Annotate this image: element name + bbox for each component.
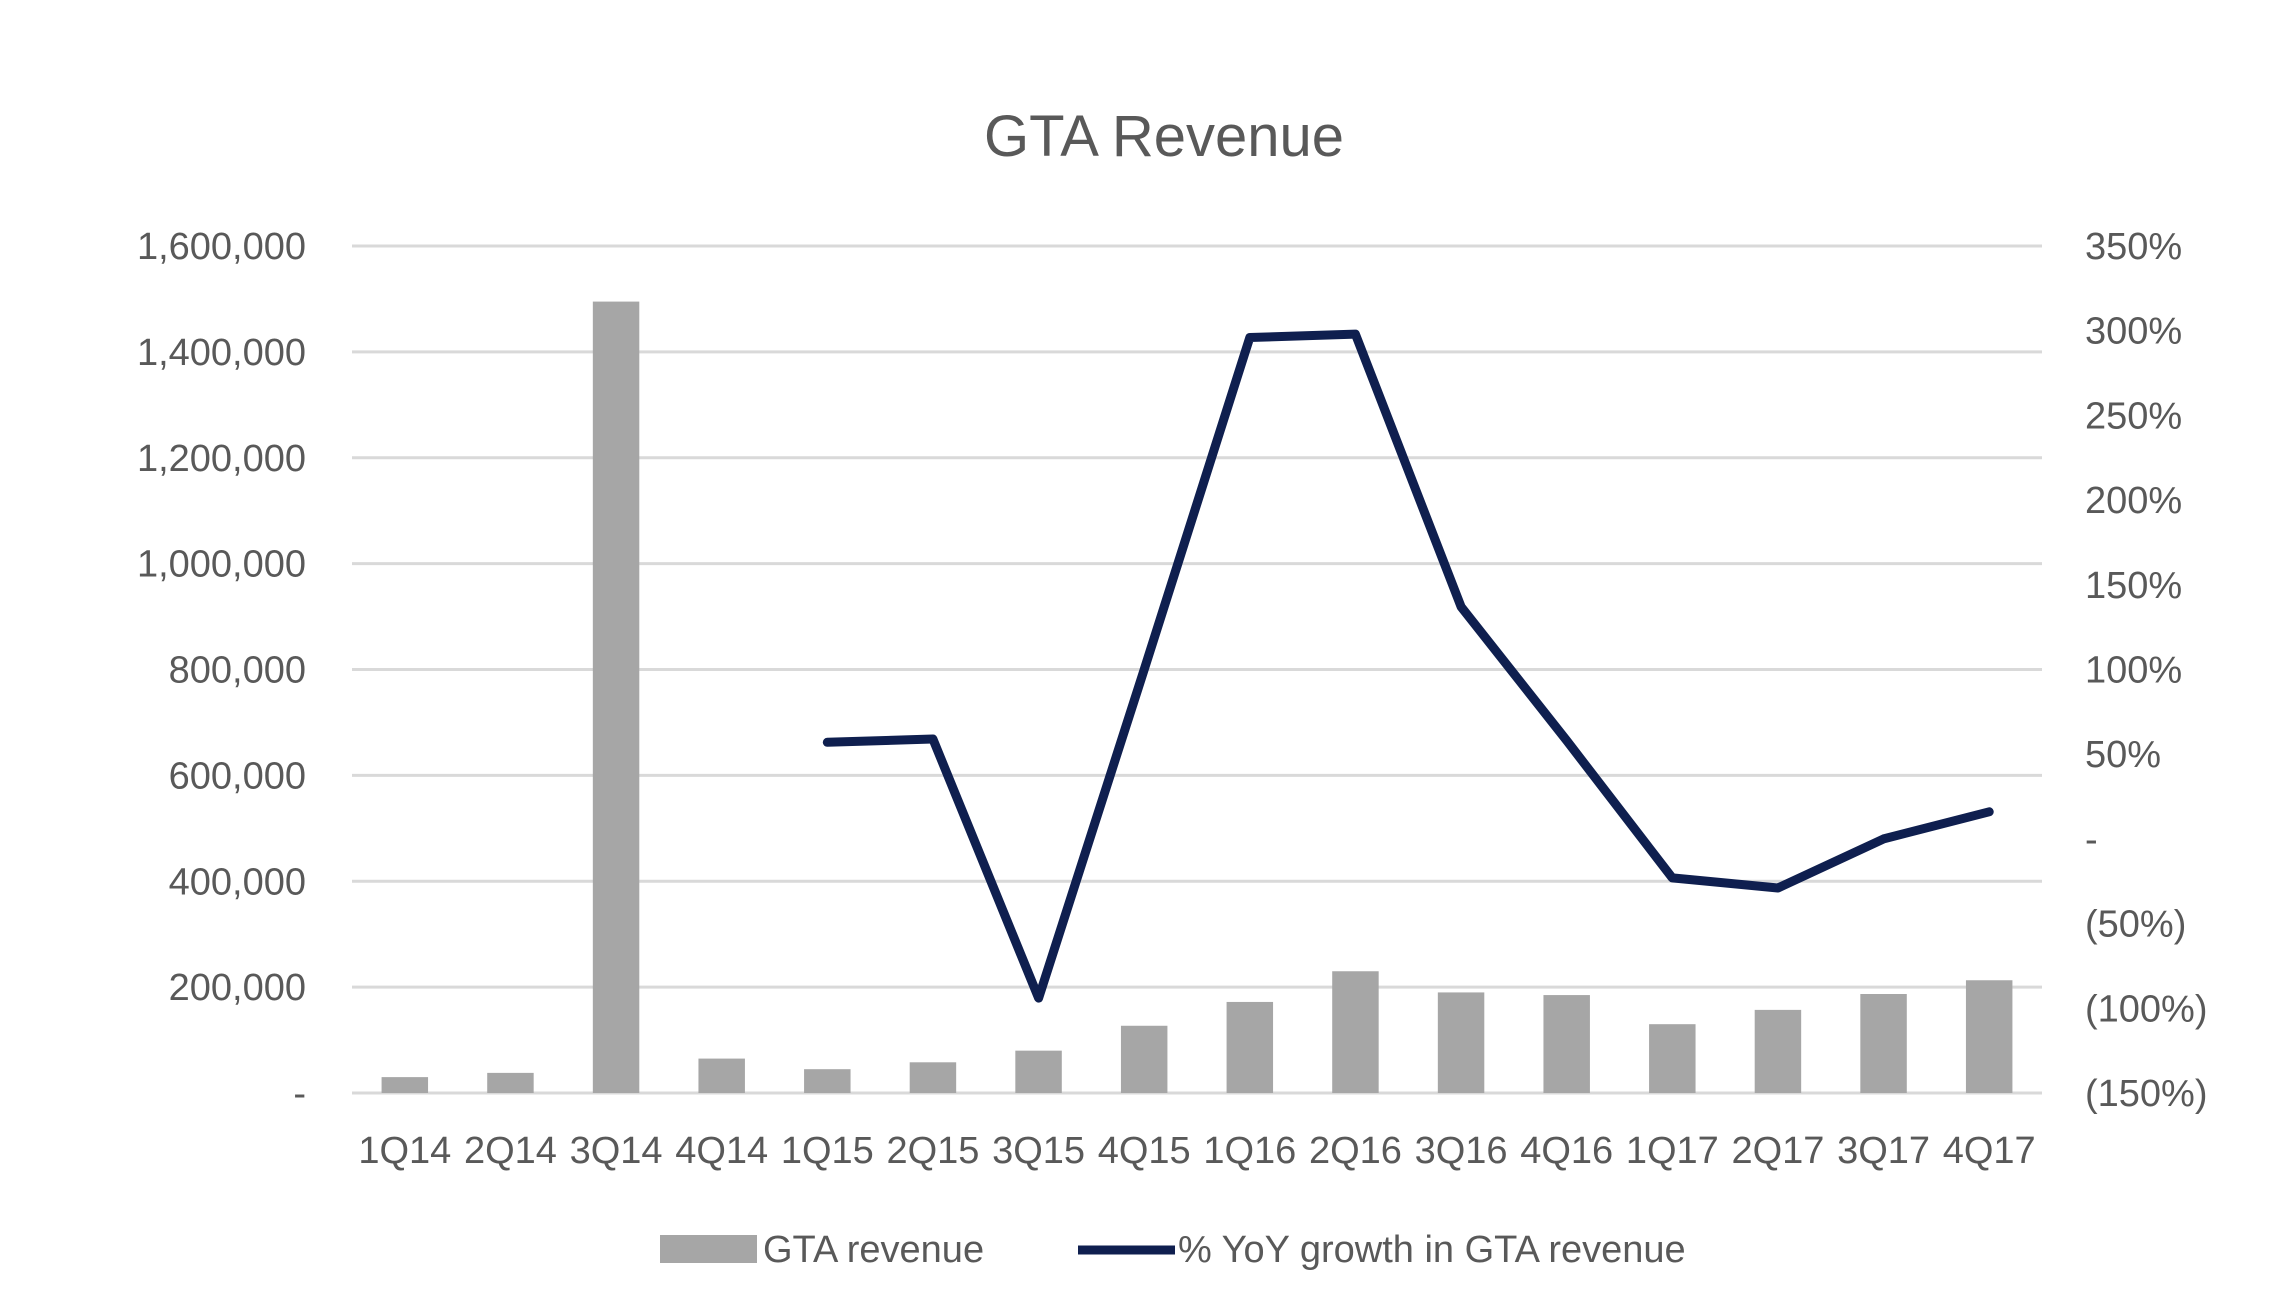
x-tick-label: 1Q14	[358, 1130, 451, 1172]
bar	[487, 1072, 534, 1093]
left-tick-label: -	[293, 1073, 306, 1115]
line-series	[822, 329, 1994, 1003]
bar	[1965, 980, 2013, 1093]
right-tick-label: (150%)	[2085, 1073, 2208, 1115]
bar	[1754, 1009, 1802, 1093]
right-tick-label: (50%)	[2085, 904, 2186, 946]
bar	[592, 301, 640, 1094]
left-tick-label: 600,000	[169, 755, 306, 797]
x-tick-label: 3Q14	[570, 1130, 663, 1172]
x-tick-label: 3Q15	[992, 1130, 1085, 1172]
left-tick-label: 1,400,000	[137, 332, 306, 374]
left-tick-label: 1,000,000	[137, 544, 306, 586]
left-tick-label: 1,200,000	[137, 438, 306, 480]
x-tick-label: 1Q15	[781, 1130, 874, 1172]
right-tick-label: 100%	[2085, 650, 2182, 692]
bar	[1015, 1050, 1062, 1093]
right-tick-label: 300%	[2085, 311, 2182, 353]
bar	[381, 1077, 429, 1093]
bar	[909, 1062, 957, 1093]
right-tick-label: 150%	[2085, 565, 2182, 607]
legend-bar-swatch	[660, 1235, 757, 1263]
chart-title: GTA Revenue	[984, 104, 1344, 169]
bar	[1120, 1025, 1168, 1093]
left-tick-label: 200,000	[169, 967, 306, 1009]
x-tick-label: 2Q16	[1309, 1130, 1402, 1172]
bar	[698, 1058, 745, 1093]
right-tick-label: 250%	[2085, 395, 2182, 437]
right-tick-label: -	[2085, 819, 2098, 861]
right-tick-label: 350%	[2085, 226, 2182, 268]
bar	[1332, 971, 1379, 1093]
legend-bar-label: GTA revenue	[763, 1229, 984, 1271]
bar	[1543, 995, 1590, 1093]
bar	[1437, 992, 1485, 1093]
x-tick-label: 4Q17	[1943, 1130, 2036, 1172]
right-tick-label: (100%)	[2085, 988, 2208, 1030]
x-tick-label: 1Q17	[1626, 1130, 1719, 1172]
bar-series	[381, 301, 2013, 1094]
x-tick-label: 2Q17	[1731, 1130, 1824, 1172]
x-axis: 1Q14 2Q14 3Q14 4Q14 1Q15 2Q15 3Q15 4Q15 1Q16 2Q16…	[358, 1130, 2035, 1172]
x-tick-label: 3Q17	[1837, 1130, 1930, 1172]
bar	[804, 1069, 851, 1093]
legend: GTA revenue % YoY growth in GTA revenue	[660, 1229, 1686, 1271]
x-tick-label: 2Q15	[886, 1130, 979, 1172]
x-tick-label: 4Q14	[675, 1130, 768, 1172]
x-tick-label: 1Q16	[1203, 1130, 1296, 1172]
left-tick-label: 400,000	[169, 861, 306, 903]
bar	[1226, 1001, 1274, 1093]
x-tick-label: 4Q15	[1098, 1130, 1191, 1172]
x-tick-label: 3Q16	[1415, 1130, 1508, 1172]
right-axis: (150%) (100%) (50%) - 50% 100% 150% 200% 250% 300…	[2085, 226, 2208, 1115]
left-tick-label: 1,600,000	[137, 226, 306, 268]
legend-line-label: % YoY growth in GTA revenue	[1178, 1229, 1686, 1271]
x-tick-label: 4Q16	[1520, 1130, 1613, 1172]
bar	[1649, 1024, 1696, 1093]
x-tick-label: 2Q14	[464, 1130, 557, 1172]
bar	[1860, 994, 1907, 1093]
right-tick-label: 50%	[2085, 734, 2161, 776]
left-axis: - 200,000 400,000 600,000 800,000 1,000,000 1,…	[137, 226, 306, 1115]
left-tick-label: 800,000	[169, 650, 306, 692]
growth-line	[822, 329, 1994, 1003]
right-tick-label: 200%	[2085, 480, 2182, 522]
